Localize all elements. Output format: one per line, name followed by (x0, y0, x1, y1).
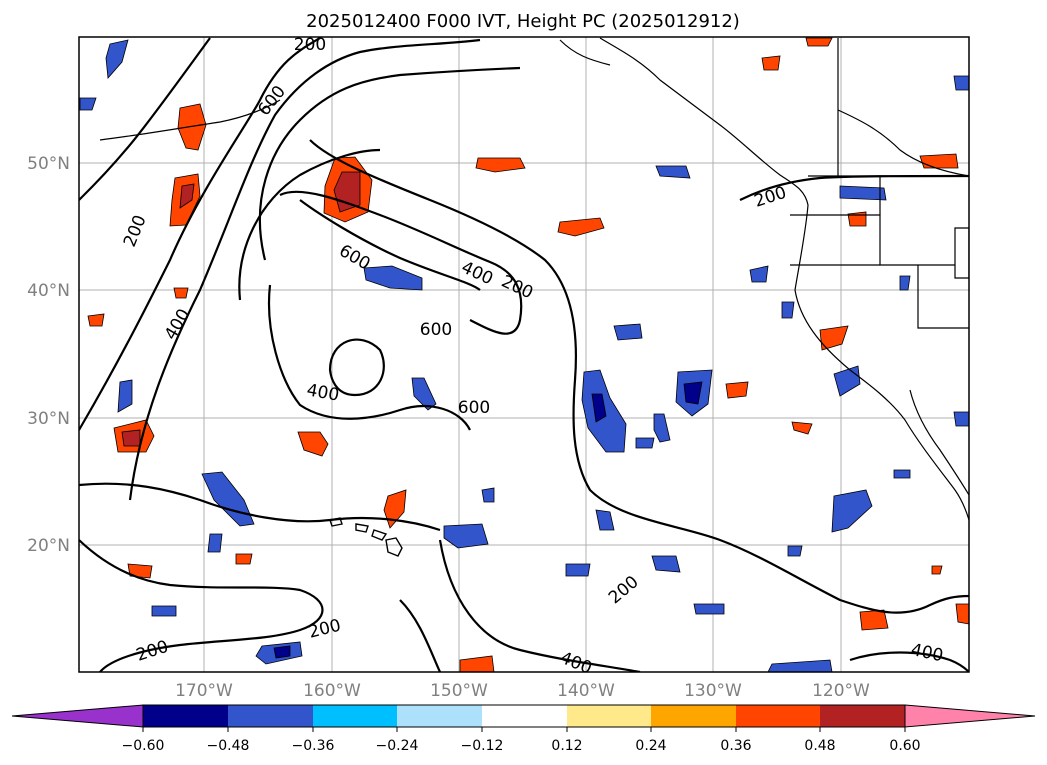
colorbar: −0.60 −0.48 −0.36 −0.24 −0.12 0.12 0.24 … (11, 704, 1036, 754)
colorbar-tick-label: −0.12 (461, 738, 504, 754)
contour-line (309, 139, 969, 614)
colorbar-extend-high (904, 704, 1036, 728)
lon-label-150w: 150°W (430, 681, 488, 701)
gridlines (79, 37, 969, 672)
colorbar-swatch (228, 705, 313, 727)
figure-title: 2025012400 F000 IVT, Height PC (20250129… (306, 11, 740, 32)
lon-label-130w: 130°W (684, 681, 742, 701)
colorbar-swatch (143, 705, 228, 727)
lat-label-40n: 40°N (27, 281, 70, 301)
height-contours (79, 37, 969, 672)
contour-line (238, 148, 381, 301)
colorbar-tick-label: −0.48 (207, 738, 250, 754)
colorbar-extend-low (11, 704, 144, 728)
colorbar-swatch (313, 705, 397, 727)
contour-line (79, 482, 441, 532)
contour-line (258, 66, 521, 261)
contour-label: 600 (420, 320, 452, 340)
contour-line (267, 284, 471, 431)
lon-label-160w: 160°W (303, 681, 361, 701)
positive-anomaly-patches (87, 37, 969, 672)
map-layers (79, 37, 969, 672)
lon-label-140w: 140°W (557, 681, 615, 701)
latitude-labels: 50°N 40°N 30°N 20°N (27, 154, 70, 556)
colorbar-swatch (651, 705, 736, 727)
contour-line (79, 37, 321, 431)
colorbar-tick-label: −0.60 (122, 738, 165, 754)
lon-label-170w: 170°W (175, 681, 233, 701)
colorbar-tick-label: −0.36 (292, 738, 335, 754)
colorbar-tick-label: 0.48 (804, 738, 835, 754)
colorbar-outline (142, 704, 906, 728)
lon-label-120w: 120°W (812, 681, 870, 701)
colorbar-tick-label: −0.24 (376, 738, 419, 754)
longitude-labels: 170°W 160°W 150°W 140°W 130°W 120°W (175, 681, 870, 701)
contour-line (128, 38, 481, 501)
colorbar-tick-label: 0.12 (551, 738, 582, 754)
colorbar-swatch (482, 705, 567, 727)
lat-label-20n: 20°N (27, 536, 70, 556)
contour-line (279, 190, 523, 335)
contour-line (79, 539, 324, 672)
negative-anomaly-patches (79, 39, 969, 672)
hawaiian-islands (329, 517, 403, 557)
colorbar-swatch (567, 705, 651, 727)
colorbar-tick-label: 0.24 (635, 738, 666, 754)
map-frame (78, 36, 970, 673)
contour-line (328, 338, 385, 397)
colorbar-swatch (397, 705, 482, 727)
contour-label: 200 (294, 35, 326, 55)
contour-label: 600 (458, 398, 490, 418)
lat-label-50n: 50°N (27, 154, 70, 174)
contour-line (849, 651, 969, 672)
coastlines (99, 37, 969, 521)
colorbar-tick-label: 0.36 (720, 738, 751, 754)
contour-line (399, 599, 442, 672)
colorbar-swatch (736, 705, 820, 727)
contour-line (438, 539, 641, 672)
lat-label-30n: 30°N (27, 409, 70, 429)
colorbar-tick-label: 0.60 (889, 738, 920, 754)
contour-line (79, 37, 211, 201)
colorbar-swatch (820, 705, 905, 727)
map-background (79, 37, 969, 672)
contour-line (299, 199, 481, 291)
